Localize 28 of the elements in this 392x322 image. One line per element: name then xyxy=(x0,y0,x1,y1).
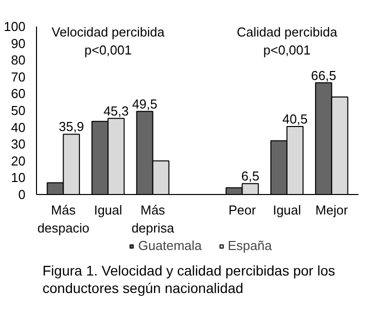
y-tick-label: 80 xyxy=(11,52,26,68)
legend-label: España xyxy=(228,238,272,253)
data-label: 35,9 xyxy=(58,119,84,134)
data-label: 49,5 xyxy=(132,96,158,112)
annotation: Calidad percibida p<0,001 xyxy=(236,24,338,58)
y-tick-label: 50 xyxy=(11,103,26,118)
y-tick-label: 30 xyxy=(11,136,26,152)
data-label: 6,5 xyxy=(241,168,260,184)
x-tick-label: Igual xyxy=(272,202,302,218)
text: Figura 1. Velocidad y calidad percibidas por los conductores según nacionalidad xyxy=(42,262,336,296)
data-label: 45,3 xyxy=(103,103,129,118)
y-tick-label: 20 xyxy=(11,153,26,168)
x-tick-label: Peor xyxy=(228,202,257,218)
legend-label: Guatemala xyxy=(138,238,202,253)
data-label: 40,5 xyxy=(282,111,308,126)
x-tick-label: Mejor xyxy=(315,202,349,218)
y-tick-label: 60 xyxy=(11,86,26,102)
y-tick-label: 70 xyxy=(11,69,26,84)
y-tick-label: 0 xyxy=(18,187,26,202)
x-tick-label: Igual xyxy=(94,202,122,218)
x-tick-label: Más despacio xyxy=(37,202,90,236)
y-tick-label: 10 xyxy=(11,170,26,186)
x-tick-label: Más deprisa xyxy=(131,202,175,236)
y-tick-label: 100 xyxy=(4,19,26,34)
data-label: 66,5 xyxy=(310,68,336,83)
y-tick-label: 90 xyxy=(11,36,26,51)
y-tick-label: 40 xyxy=(11,120,26,135)
annotation: Velocidad percibida p<0,001 xyxy=(52,24,166,58)
